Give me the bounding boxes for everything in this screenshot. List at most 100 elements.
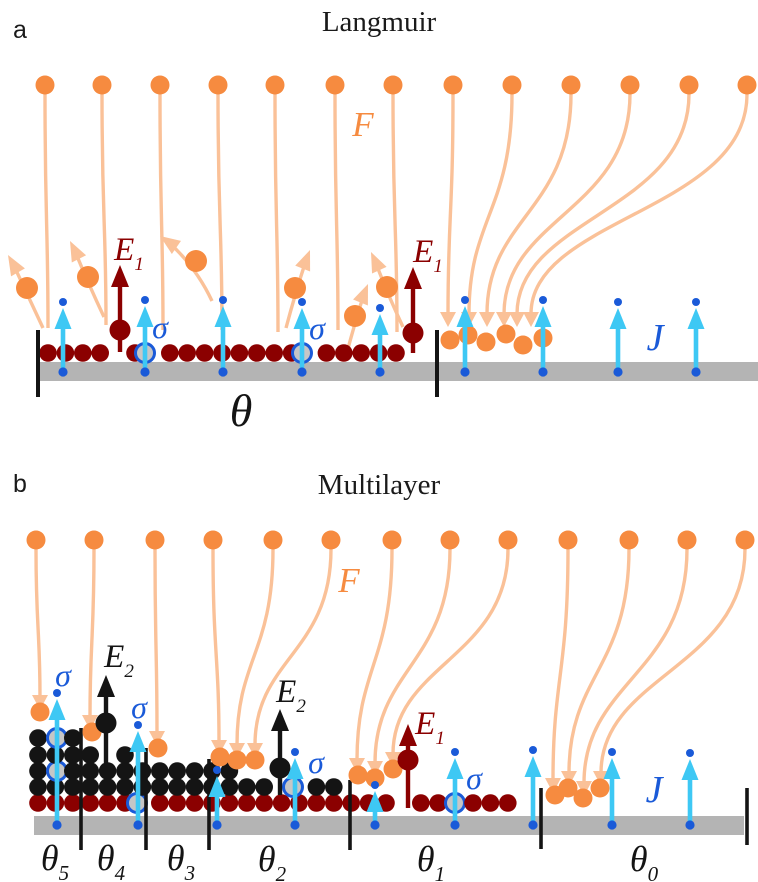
impinging-arrowhead: [561, 771, 577, 786]
desorbing-particle: [397, 749, 419, 771]
arrow-bottom-dot: [450, 820, 460, 830]
flux-trajectory: [599, 548, 747, 774]
reflected-arrowhead: [70, 241, 87, 263]
first-layer-particle: [64, 794, 82, 812]
flux-trajectory: [158, 93, 165, 331]
upper-layer-particle: [116, 762, 134, 780]
arrow-top-dot: [461, 296, 469, 304]
arrow-bottom-dot: [52, 820, 62, 830]
first-layer-particle: [151, 794, 169, 812]
coverage-label: θ2: [258, 839, 287, 882]
panel-b-title: Multilayer: [317, 469, 441, 501]
landed-particle: [210, 747, 230, 767]
first-layer-particle: [481, 794, 500, 812]
flux-trajectory: [567, 548, 631, 774]
attempt-flux-arrowhead: [681, 759, 699, 780]
arrow-top-dot: [686, 749, 694, 757]
arrow-top-dot: [134, 721, 142, 729]
desorbing-particle: [402, 322, 424, 344]
landed-particle: [348, 765, 368, 785]
arrow-top-dot: [219, 296, 227, 304]
flux-particle: [265, 75, 285, 95]
flux-particle: [208, 75, 228, 95]
attempt-flux-arrowhead: [371, 314, 389, 335]
attempt-flux-arrowhead: [609, 308, 627, 329]
upper-layer-particle: [64, 729, 82, 747]
upper-layer-particle: [29, 778, 47, 796]
flux-trajectory: [153, 548, 159, 734]
upper-layer-particle: [168, 778, 186, 796]
substrate-bar: [40, 362, 758, 381]
coverage-label: θ3: [167, 838, 195, 882]
attempt-flux-arrowhead: [286, 758, 304, 779]
flux-trajectory: [235, 548, 275, 746]
reflected-particle: [376, 276, 398, 298]
first-layer-particle: [429, 794, 448, 812]
impinging-arrowhead: [479, 312, 495, 327]
attempt-flux-arrowhead: [687, 308, 705, 329]
impinging-arrowhead: [211, 740, 227, 755]
upper-layer-particle: [185, 762, 204, 780]
first-layer-particle: [247, 344, 266, 362]
impinging-arrowhead: [496, 312, 512, 327]
arrow-top-dot: [213, 766, 221, 774]
arrow-bottom-dot: [370, 820, 380, 830]
attempt-flux-label: J: [647, 317, 666, 359]
reflected-arrowhead: [371, 252, 387, 274]
landed-particle: [458, 325, 478, 345]
attempt-flux-arrowhead: [366, 791, 384, 812]
arrow-bottom-dot: [613, 367, 623, 377]
attempt-flux-label: J: [646, 769, 665, 811]
first-layer-particle: [352, 344, 371, 362]
first-layer-particle: [56, 344, 75, 362]
first-layer-particle: [161, 344, 179, 362]
arrow-top-dot: [371, 781, 379, 789]
flux-trajectory: [502, 93, 632, 315]
first-layer-particle: [39, 344, 57, 362]
panel-a-index-label: a: [13, 16, 27, 44]
landed-particle: [245, 750, 265, 770]
landed-particle: [476, 332, 496, 352]
landed-particle: [365, 768, 385, 788]
reflected-trajectory: [167, 240, 214, 302]
flux-particle: [321, 530, 341, 550]
flux-particle: [263, 530, 283, 550]
substrate-bar: [34, 816, 744, 835]
upper-layer-particle: [151, 762, 169, 780]
flux-particle: [203, 530, 223, 550]
landed-particle: [496, 324, 516, 344]
arrow-top-dot: [376, 304, 384, 312]
first-layer-particle: [29, 794, 47, 812]
arrow-bottom-dot: [460, 367, 470, 377]
flux-trajectory: [100, 93, 108, 326]
arrow-bottom-dot: [607, 820, 617, 830]
first-layer-particle: [74, 344, 92, 362]
flux-particle: [382, 530, 402, 550]
first-layer-particle: [98, 794, 117, 812]
flux-particle: [677, 530, 697, 550]
coverage-label: θ1: [417, 839, 445, 882]
flux-trajectory: [216, 93, 224, 331]
energy-arrowhead: [111, 265, 129, 287]
reflected-particle: [185, 250, 207, 272]
upper-layer-particle: [185, 778, 204, 796]
flux-trajectory: [446, 93, 455, 315]
first-layer-particle: [220, 794, 239, 812]
arrow-bottom-dot: [297, 367, 307, 377]
energy-arrowhead: [404, 267, 422, 289]
flux-trajectory: [34, 548, 42, 698]
flux-trajectory: [529, 93, 749, 315]
upper-layer-particle: [168, 762, 186, 780]
first-layer-particle: [499, 794, 517, 812]
arrow-bottom-dot: [133, 820, 143, 830]
flux-label: F: [337, 561, 360, 600]
arrow-bottom-dot: [58, 367, 68, 377]
arrow-top-dot: [529, 746, 537, 754]
flux-trajectory: [515, 93, 691, 315]
arrow-top-dot: [298, 298, 306, 306]
site-area-label: σ: [55, 657, 72, 693]
attempt-flux-arrowhead: [446, 758, 464, 779]
coverage-label: θ5: [41, 838, 69, 882]
arrow-top-dot: [451, 748, 459, 756]
